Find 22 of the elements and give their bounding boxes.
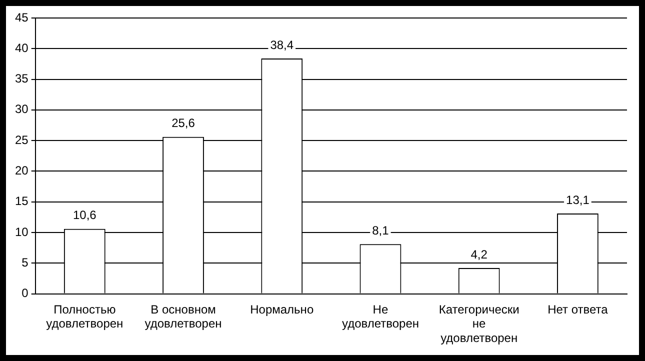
data-label: 4,2 bbox=[470, 247, 488, 262]
y-tick-label: 10 bbox=[14, 224, 29, 239]
y-tick-label: 5 bbox=[22, 255, 29, 270]
y-tick-label: 20 bbox=[14, 164, 29, 178]
y-tick-label: 35 bbox=[14, 72, 29, 86]
y-tick-label: 0 bbox=[22, 286, 29, 300]
x-tick-label: Не удовлетворен bbox=[342, 302, 419, 331]
y-tick-label: 40 bbox=[14, 40, 29, 55]
y-tick-label: 45 bbox=[14, 10, 29, 24]
data-label: 38,4 bbox=[270, 38, 294, 52]
x-tick-label: Нормально bbox=[250, 302, 314, 316]
data-label: 10,6 bbox=[72, 208, 97, 222]
y-tick-label: 25 bbox=[14, 132, 29, 147]
data-label: 25,6 bbox=[172, 116, 196, 130]
x-tick-label: Категорически не удовлетворен bbox=[438, 302, 520, 346]
data-label: 13,1 bbox=[566, 192, 590, 207]
x-tick-label: В основном удовлетворен bbox=[144, 302, 222, 331]
data-label: 8,1 bbox=[372, 223, 390, 238]
x-tick-label: Нет ответа bbox=[548, 302, 608, 316]
x-tick-label: Полностью удовлетворен bbox=[46, 302, 124, 331]
y-tick-label: 15 bbox=[14, 194, 29, 208]
y-tick-label: 30 bbox=[14, 102, 29, 116]
